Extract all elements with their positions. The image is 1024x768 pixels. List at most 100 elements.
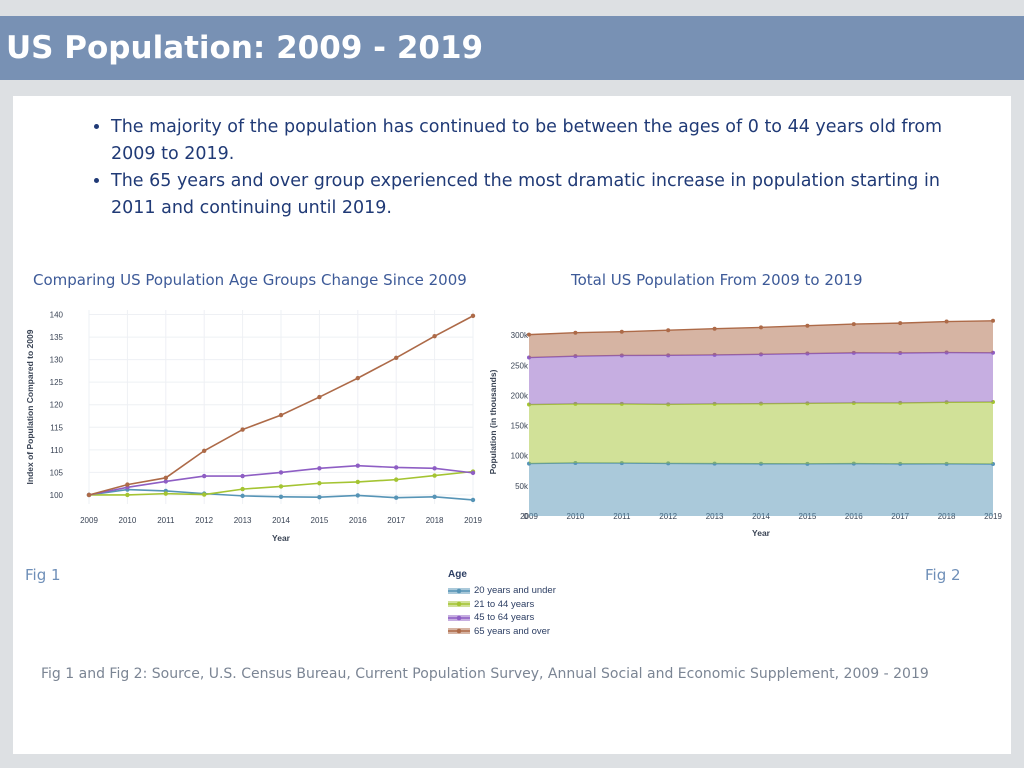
x-tick-label: 2012 [195,516,213,525]
legend-swatch [448,587,470,594]
data-point [278,494,284,499]
x-tick-label: 2010 [119,516,137,525]
content-panel: The majority of the population has conti… [13,96,1011,754]
area-band [529,320,993,358]
legend-swatch [448,601,470,608]
data-point [759,325,763,330]
x-tick-label: 2016 [349,516,367,525]
data-point [394,355,399,361]
data-point [163,479,168,484]
x-tick-label: 2015 [799,512,817,521]
x-axis-label: Year [752,528,771,538]
x-tick-label: 2011 [613,512,631,521]
data-point [317,495,322,500]
data-point [86,492,92,498]
x-tick-label: 2016 [845,512,863,521]
legend-swatch [448,628,470,635]
area-band [529,402,993,465]
header-bar: US Population: 2009 - 2019 [0,16,1024,80]
y-tick-label: 135 [50,333,64,342]
area-band [529,352,993,405]
x-tick-label: 2009 [520,512,538,521]
data-point [470,313,476,319]
data-point [202,492,207,497]
data-point [666,328,671,333]
bullet-item: The 65 years and over group experienced … [111,168,971,222]
data-point [278,484,284,489]
y-tick-label: 100k [511,452,529,461]
y-tick-label: 0 [524,512,529,521]
x-tick-label: 2013 [234,516,252,525]
fig2-label: Fig 2 [925,566,961,584]
data-point [355,463,360,468]
summary-bullets: The majority of the population has conti… [91,114,971,222]
x-tick-label: 2013 [706,512,724,521]
y-tick-label: 110 [50,446,63,455]
x-tick-label: 2019 [984,512,1002,521]
x-tick-label: 2009 [80,516,98,525]
data-point [991,318,995,323]
data-point [125,492,130,498]
line-chart: 2009 2010 2011 2012 2013 2014 2015 2016 2017 2018… [25,310,482,543]
data-point [898,321,903,326]
page-title: US Population: 2009 - 2019 [6,30,484,66]
x-tick-label: 2019 [464,516,482,525]
data-point [394,477,399,482]
data-point [527,332,531,337]
legend-label: 65 years and over [474,625,551,637]
x-tick-label: 2018 [938,512,956,521]
data-point [163,491,168,496]
y-tick-label: 50k [515,482,529,491]
x-tick-label: 2018 [426,516,444,525]
x-tick-label: 2012 [659,512,677,521]
data-point [202,473,207,479]
data-point [394,495,399,500]
y-tick-label: 125 [50,378,64,387]
data-point [240,493,245,499]
legend-item[interactable]: 20 years and under [448,584,608,598]
line-chart-title: Comparing US Population Age Groups Chang… [33,271,467,289]
data-point [355,493,360,498]
y-tick-label: 100 [50,491,64,500]
x-tick-label: 2015 [311,516,329,525]
data-point [851,322,856,327]
data-point [240,427,245,432]
y-tick-label: 150k [511,422,529,431]
data-point [125,482,130,487]
legend-item[interactable]: 45 to 64 years [448,611,608,625]
legend-label: 45 to 64 years [474,612,535,624]
data-point [394,465,399,470]
y-tick-label: 130 [50,356,64,365]
data-point [432,333,437,339]
y-tick-label: 300k [511,331,529,340]
x-tick-label: 2011 [157,516,175,525]
x-tick-label: 2014 [272,516,290,525]
data-point [805,323,810,328]
legend-swatch [448,614,470,621]
legend-item[interactable]: 21 to 44 years [448,598,608,612]
area-chart-title: Total US Population From 2009 to 2019 [571,271,863,289]
x-axis-label: Year [272,533,291,543]
data-point [240,486,245,492]
data-point [240,473,245,479]
y-axis-label: Population (in thousands) [488,369,498,474]
data-point [712,326,717,331]
data-point [278,412,284,418]
y-axis-label: Index of Population Compared to 2009 [25,329,35,484]
legend-item[interactable]: 65 years and over [448,625,608,639]
data-point [317,466,322,471]
data-point [355,479,360,485]
data-point [944,319,949,324]
y-tick-label: 105 [50,468,64,477]
bullet-item: The majority of the population has conti… [111,114,971,168]
area-band [529,462,993,516]
y-tick-label: 120 [50,401,64,410]
area-chart: 2009 2010 2011 2012 2013 2014 2015 2016 2017 2018… [488,318,1002,538]
data-point [432,494,437,499]
chart-legend: Age 20 years and under 21 to 44 years [448,569,608,638]
x-tick-label: 2010 [567,512,585,521]
data-point [470,497,476,503]
legend-title: Age [448,569,467,580]
legend-label: 20 years and under [474,585,556,597]
y-tick-label: 115 [50,423,63,432]
